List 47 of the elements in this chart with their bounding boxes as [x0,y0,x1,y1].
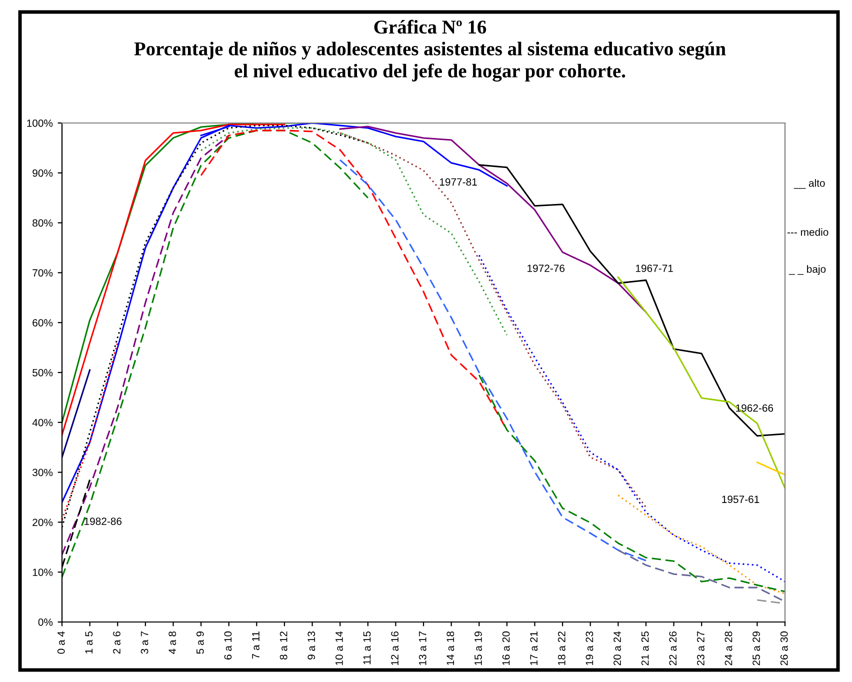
x-tick-label: 4 a 8 [168,631,176,654]
y-tick-label: 80% [32,219,53,227]
x-tick-label: 17 a 21 [530,632,538,665]
annotation: 1972-76 [528,264,565,272]
y-tick-label: 40% [32,418,53,426]
x-tick-label: 24 a 28 [724,631,732,666]
annotation: 1977-81 [440,178,477,186]
x-tick-label: 8 a 12 [280,632,288,660]
y-tick-label: 0% [38,618,53,626]
y-tick-label: 30% [32,468,53,476]
y-tick-label: 20% [32,518,53,526]
annotation: 1982-86 [84,518,122,525]
y-tick-label: 70% [32,269,53,277]
text: __ alto [794,179,825,189]
y-tick-label: 90% [32,169,53,177]
y-tick-label: 10% [32,568,53,576]
y-tick-label: 60% [32,319,53,326]
y-tick-label: 50% [32,369,53,376]
x-tick-label: 26 a 30 [780,631,788,666]
x-tick-label: 9 a 13 [308,631,316,660]
x-tick-label: 20 a 24 [614,631,621,666]
x-tick-label: 15 a 19 [474,632,482,665]
x-tick-label: 0 a 4 [57,631,65,654]
text: --- medio [787,228,828,236]
chart-title: Gráfica Nº 16 Porcentaje de niños y adolescentes asistentes al sistema educativo según el nivel educativo del jefe de hogar por cohorte. [134,20,726,82]
x-tick-label: 1 a 5 [85,631,93,654]
x-tick-label: 22 a 26 [669,631,677,666]
x-tick-label: 18 a 22 [558,632,566,665]
x-tick-label: 21 a 25 [641,631,649,666]
annotation: 1957-61 [722,496,760,504]
x-tick-label: 10 a 14 [335,631,343,665]
x-tick-label: 13 a 17 [418,632,426,665]
x-tick-label: 14 a 18 [446,631,454,665]
x-tick-label: 3 a 7 [140,632,148,654]
x-tick-label: 19 a 23 [586,631,594,665]
text: _ _ bajo [788,265,826,275]
annotation: 1967-71 [636,264,673,272]
x-tick-label: 6 a 10 [224,631,232,660]
x-tick-label: 11 a 15 [363,631,371,664]
x-tick-label: 2 a 6 [113,631,120,654]
x-tick-label: 12 a 16 [391,631,398,665]
x-tick-label: 7 a 11 [252,632,260,659]
x-tick-label: 25 a 29 [752,632,760,666]
x-tick-label: 23 a 27 [696,632,704,666]
x-tick-label: 5 a 9 [196,632,204,654]
y-tick-label: 100% [27,120,53,127]
x-tick-label: 16 a 20 [502,631,510,665]
